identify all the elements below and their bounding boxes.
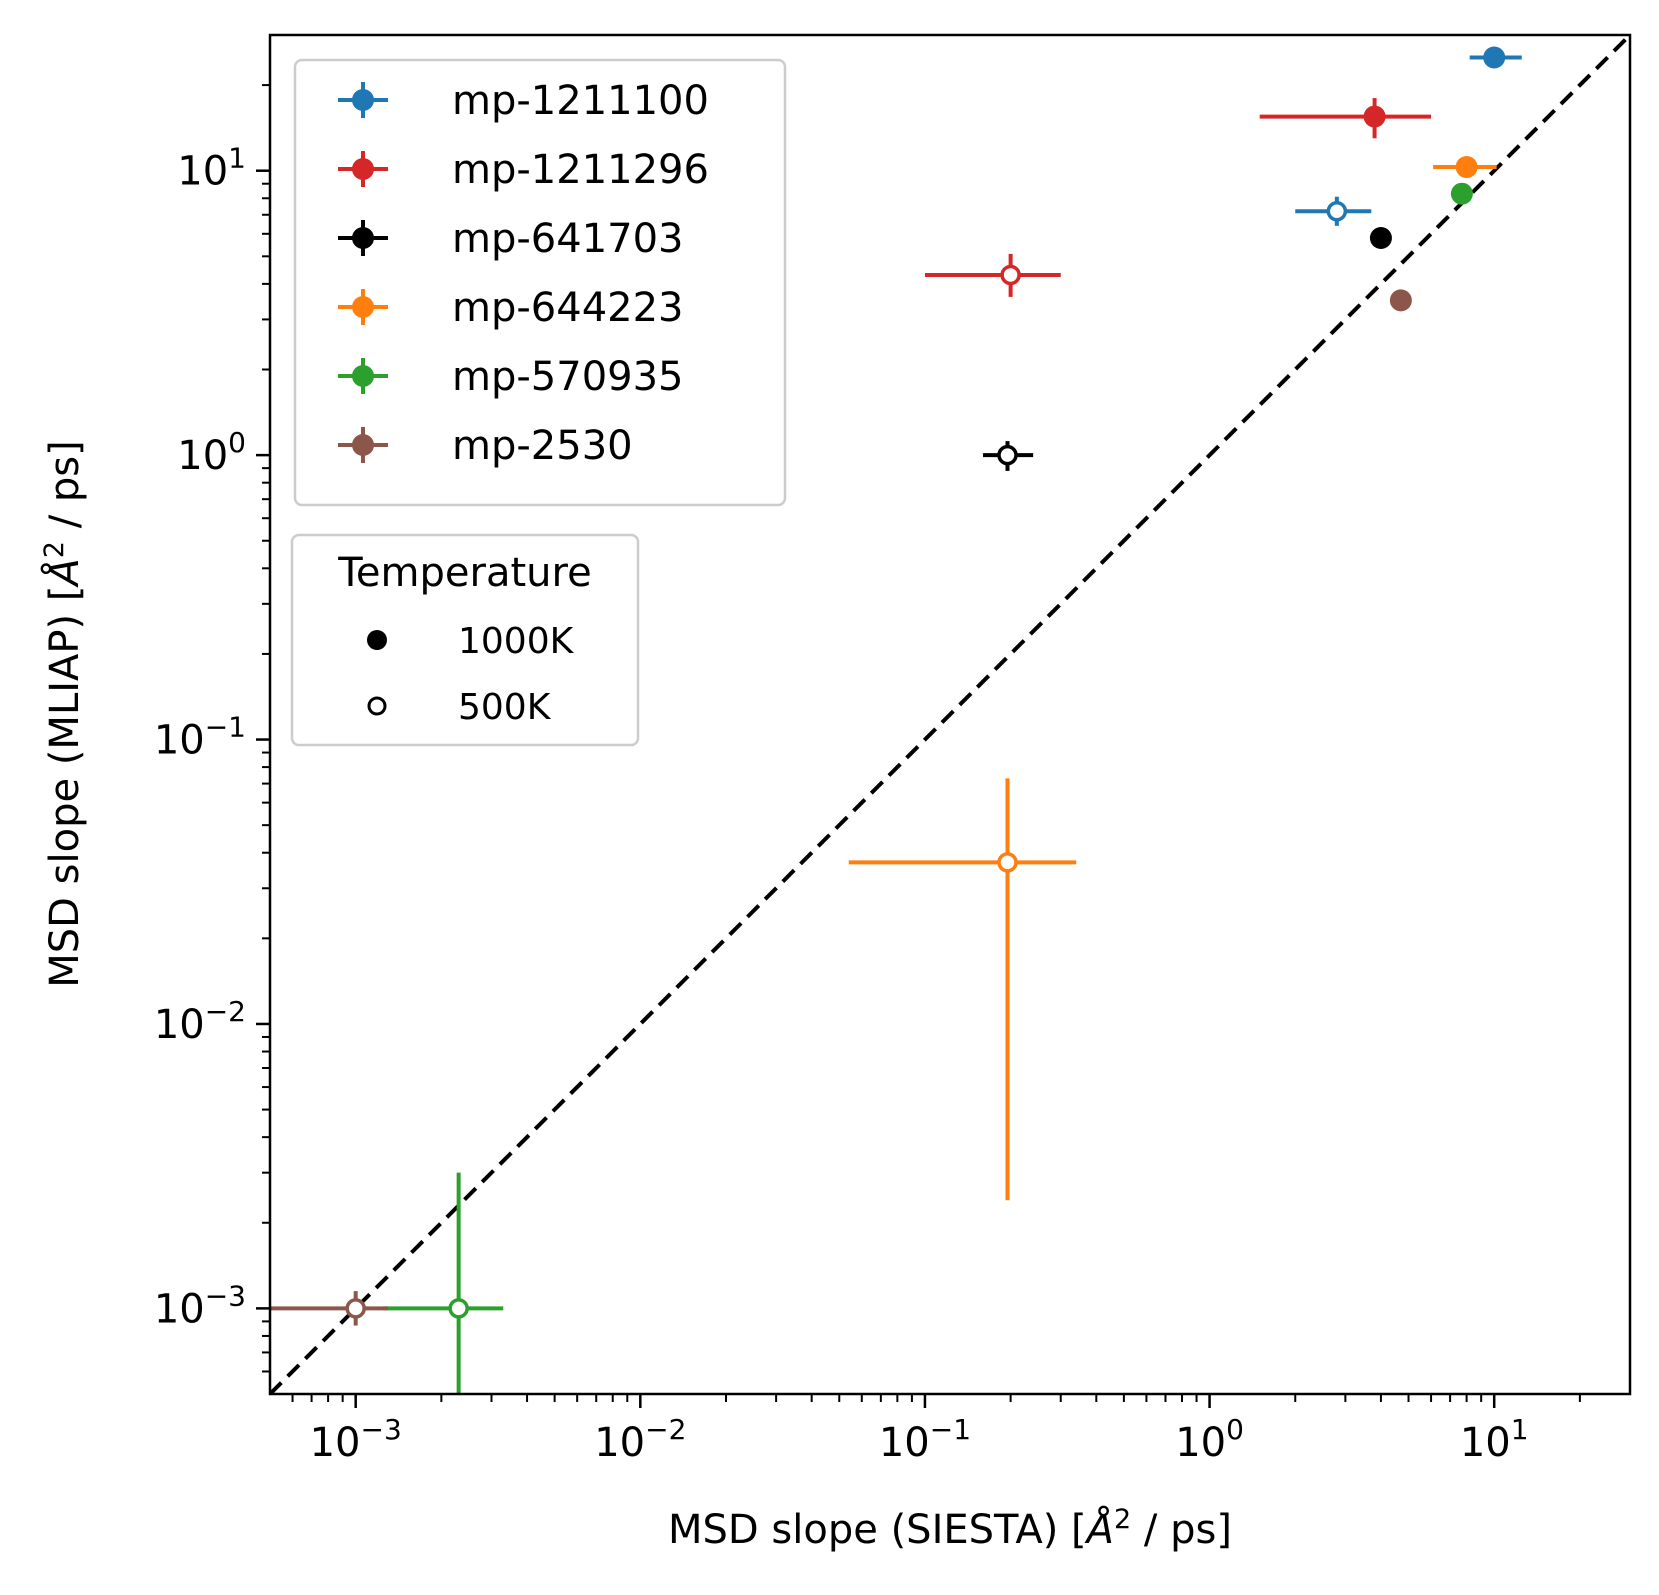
marker — [1326, 201, 1348, 222]
y-tick-label-exponent: 1 — [228, 142, 246, 175]
x-tick-label-exponent: −3 — [360, 1413, 401, 1446]
legend-label: mp-1211296 — [452, 147, 709, 193]
legend-marker — [352, 158, 374, 180]
x-tick-label-exponent: 1 — [1511, 1413, 1529, 1446]
x-tick-label-exponent: −1 — [930, 1413, 971, 1446]
temperature-legend-label: 1000K — [458, 621, 575, 662]
y-tick-label-exponent: −1 — [205, 711, 246, 744]
legend-label: mp-1211100 — [452, 78, 709, 124]
x-tick-label-base: 10 — [1175, 1420, 1226, 1466]
marker — [1363, 105, 1386, 128]
legend-marker — [352, 365, 374, 387]
point-mp-1211296-500K — [924, 253, 1061, 297]
marker — [448, 1298, 469, 1319]
y-tick-label-exponent: −3 — [205, 1279, 246, 1312]
legend-marker — [352, 89, 374, 111]
minor-ticks — [262, 84, 1581, 1402]
y-tick-label-base: 10 — [177, 149, 228, 195]
x-tick-label-base: 10 — [594, 1420, 645, 1466]
legend-label: mp-644223 — [452, 285, 683, 331]
marker — [1369, 226, 1392, 249]
y-tick-label: 100 — [177, 426, 246, 479]
x-tick-label: 10−2 — [594, 1413, 686, 1466]
legend-marker — [352, 434, 374, 456]
y-axis-label: MSD slope (MLIAP) [Å2 / ps] — [39, 440, 88, 987]
point-mp-644223-500K — [848, 778, 1077, 1201]
x-tick-label: 10−3 — [310, 1413, 402, 1466]
legend-entry-mp-641703: mp-641703 — [338, 216, 683, 262]
temperature-legend-marker — [367, 696, 387, 716]
point-mp-641703-500K — [983, 441, 1034, 471]
x-tick-label-exponent: 0 — [1226, 1413, 1244, 1446]
legend-entry-mp-570935: mp-570935 — [338, 354, 683, 400]
marker — [997, 444, 1018, 466]
reference-line-y-equals-x — [270, 35, 1630, 1394]
x-tick-label: 10−1 — [879, 1413, 971, 1466]
point-mp-1211296-1000K — [1259, 98, 1432, 139]
legend-entry-mp-2530: mp-2530 — [338, 423, 633, 469]
legend-entry-mp-1211100: mp-1211100 — [338, 78, 709, 124]
x-tick-label: 100 — [1175, 1413, 1244, 1466]
y-tick-label: 10−1 — [154, 711, 246, 764]
data-points — [270, 46, 1522, 1394]
plot-frame — [268, 33, 1632, 1396]
marker — [1000, 264, 1021, 286]
x-tick-label: 101 — [1460, 1413, 1529, 1466]
y-tick-label: 101 — [177, 142, 246, 195]
x-tick-label-base: 10 — [879, 1420, 930, 1466]
marker — [1483, 46, 1506, 69]
temperature-legend-entry-1000K: 1000K — [367, 621, 575, 662]
x-axis-label: MSD slope (SIESTA) [Å2 / ps] — [668, 1504, 1232, 1553]
y-tick-label: 10−2 — [154, 995, 246, 1048]
marker — [345, 1298, 366, 1319]
legend-entry-mp-1211296: mp-1211296 — [338, 147, 709, 193]
point-mp-570935-1000K — [1450, 182, 1473, 205]
temperature-legend-marker — [367, 630, 387, 650]
x-tick-label-base: 10 — [1460, 1420, 1511, 1466]
legend-entry-mp-644223: mp-644223 — [338, 285, 683, 331]
marker — [1450, 182, 1473, 205]
series-legend: mp-1211100 mp-1211296 mp-641703 mp-644223 mp… — [293, 58, 787, 507]
y-tick-label-base: 10 — [177, 433, 228, 479]
temperature-legend: Temperature 1000K 500K — [290, 533, 640, 747]
temperature-legend-box — [290, 533, 640, 747]
marker — [997, 852, 1018, 873]
y-tick-label-base: 10 — [154, 718, 205, 764]
point-mp-2530-1000K — [1389, 289, 1412, 312]
legend-label: mp-2530 — [452, 423, 633, 469]
y-tick-label: 10−3 — [154, 1279, 246, 1332]
temperature-legend-entry-500K: 500K — [367, 687, 552, 728]
point-mp-1211100-500K — [1295, 196, 1372, 226]
series-legend-box — [293, 58, 787, 507]
x-tick-label-exponent: −2 — [645, 1413, 686, 1446]
legend-marker — [352, 227, 374, 249]
point-mp-1211100-1000K — [1469, 46, 1522, 69]
legend-label: mp-641703 — [452, 216, 683, 262]
point-mp-570935-500K — [383, 1172, 504, 1394]
point-mp-2530-500K — [270, 1291, 389, 1326]
temperature-legend-title: Temperature — [337, 550, 591, 596]
point-mp-644223-1000K — [1433, 156, 1497, 179]
y-tick-label-exponent: −2 — [205, 995, 246, 1028]
point-mp-641703-1000K — [1369, 226, 1392, 249]
legend-marker — [352, 296, 374, 318]
x-tick-labels: 10−3 10−2 10−1 100 101 — [310, 1413, 1529, 1466]
x-tick-label-base: 10 — [310, 1420, 361, 1466]
temperature-legend-label: 500K — [458, 687, 552, 728]
major-ticks — [256, 169, 1496, 1408]
legend-label: mp-570935 — [452, 354, 683, 400]
marker — [1389, 289, 1412, 312]
marker — [1455, 156, 1478, 179]
y-tick-label-base: 10 — [154, 1002, 205, 1048]
y-tick-label-exponent: 0 — [228, 426, 246, 459]
y-tick-label-base: 10 — [154, 1286, 205, 1332]
